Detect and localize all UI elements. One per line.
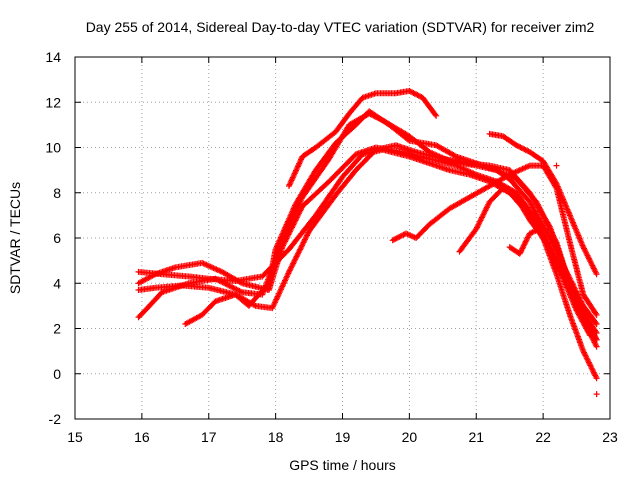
series-s7: [389, 162, 600, 318]
y-tick-label: 4: [53, 275, 61, 291]
series-s11: [553, 162, 600, 398]
data-point: [522, 238, 529, 245]
data-point: [593, 320, 600, 327]
data-point: [518, 166, 525, 173]
data-point: [517, 144, 524, 151]
x-tick-label: 16: [134, 429, 150, 445]
x-tick-label: 20: [402, 429, 418, 445]
data-point: [593, 391, 600, 398]
series-s2: [135, 144, 600, 337]
x-tick-label: 19: [335, 429, 351, 445]
data-point: [546, 245, 553, 251]
x-tick-label: 23: [602, 429, 618, 445]
y-tick-label: 6: [53, 230, 61, 246]
y-tick-label: 2: [53, 321, 61, 337]
data-point: [518, 248, 525, 255]
series-s9: [486, 130, 600, 278]
data-point: [593, 271, 600, 278]
data-point: [553, 162, 560, 169]
data-point: [150, 272, 157, 278]
data-point: [524, 234, 531, 241]
data-point: [586, 330, 593, 337]
x-tick-label: 18: [268, 429, 284, 445]
series-s8: [456, 185, 600, 382]
series-s10: [506, 225, 593, 339]
data-point: [523, 163, 530, 170]
data-point: [433, 112, 440, 119]
data-point: [592, 310, 599, 317]
x-tick-label: 22: [535, 429, 551, 445]
data-point: [519, 245, 526, 252]
data-point: [410, 90, 417, 96]
data-point: [516, 250, 523, 257]
series-layer: [135, 87, 600, 398]
y-tick-label: 10: [45, 140, 61, 156]
x-tick-label: 21: [468, 429, 484, 445]
data-point: [542, 238, 549, 245]
data-point: [432, 111, 439, 118]
y-tick-label: -2: [49, 411, 62, 427]
x-tick-label: 15: [67, 429, 83, 445]
x-axis-label: GPS time / hours: [289, 457, 396, 473]
y-tick-label: 8: [53, 185, 61, 201]
chart-title: Day 255 of 2014, Sidereal Day-to-day VTE…: [86, 19, 595, 35]
series-s5: [182, 108, 600, 327]
data-point: [593, 311, 600, 318]
y-tick-label: 12: [45, 94, 61, 110]
data-point: [264, 281, 271, 288]
x-tick-label: 17: [201, 429, 217, 445]
y-tick-label: 0: [53, 366, 61, 382]
data-point: [521, 241, 528, 248]
y-axis-label: SDTVAR / TECUs: [7, 182, 23, 294]
series-s6: [286, 87, 440, 189]
data-point: [593, 375, 600, 382]
data-point: [593, 343, 600, 350]
data-point: [405, 136, 412, 143]
axes: 15 16 17 18 19 20 21 22 23 -2 0 2 4 6 8 10 12 14: [45, 49, 618, 445]
data-point: [552, 179, 559, 186]
data-point: [592, 319, 599, 326]
data-point: [586, 332, 593, 339]
data-point: [522, 147, 529, 153]
y-tick-label: 14: [45, 49, 61, 65]
